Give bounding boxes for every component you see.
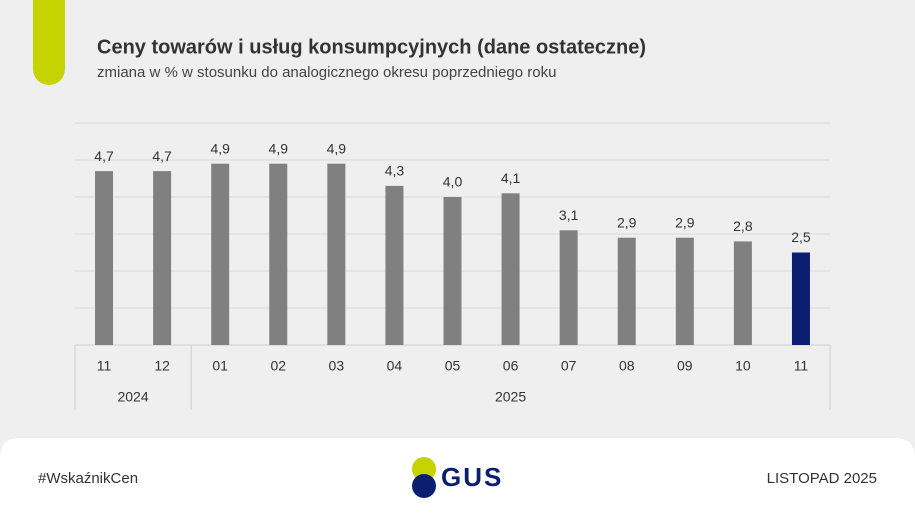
group-label: 2025: [495, 389, 526, 405]
value-label: 4,0: [443, 174, 463, 190]
bar: [269, 163, 288, 345]
value-label: 2,8: [733, 218, 753, 234]
accent-bar: [33, 0, 65, 85]
x-tick-label: 12: [154, 358, 170, 374]
x-tick-label: 11: [794, 358, 809, 374]
bar: [559, 230, 578, 345]
bar: [153, 171, 172, 345]
hashtag: #WskaźnikCen: [38, 470, 138, 487]
value-label: 4,3: [385, 163, 405, 179]
logo-circle: [412, 457, 436, 481]
bar: [675, 237, 694, 345]
x-tick-label: 01: [212, 358, 228, 374]
value-label: 2,9: [617, 214, 637, 230]
x-tick-label: 08: [619, 358, 635, 374]
value-label: 2,9: [675, 214, 695, 230]
bar: [791, 252, 810, 345]
chart-title: Ceny towarów i usług konsumpcyjnych (dan…: [97, 36, 646, 58]
x-tick-label: 07: [561, 358, 577, 374]
footer-date: LISTOPAD 2025: [767, 470, 877, 487]
value-label: 3,1: [559, 207, 579, 223]
bar: [327, 163, 346, 345]
bar: [443, 197, 462, 345]
logo-circle: [412, 474, 436, 498]
x-tick-label: 11: [97, 358, 112, 374]
bar: [385, 185, 404, 345]
bar: [95, 171, 114, 345]
group-label: 2024: [117, 389, 148, 405]
x-tick-label: 05: [445, 358, 461, 374]
value-label: 4,9: [327, 140, 347, 156]
x-tick-label: 09: [677, 358, 693, 374]
bar: [211, 163, 230, 345]
value-label: 4,7: [152, 148, 172, 164]
bar: [501, 193, 520, 345]
logo-text: GUS: [441, 462, 503, 492]
x-tick-label: 06: [503, 358, 519, 374]
x-tick-label: 03: [329, 358, 345, 374]
x-tick-label: 04: [387, 358, 403, 374]
value-label: 4,9: [210, 140, 230, 156]
bar: [617, 237, 636, 345]
footer-panel: [0, 438, 915, 515]
x-tick-label: 02: [270, 358, 286, 374]
x-tick-label: 10: [735, 358, 751, 374]
value-label: 2,5: [791, 229, 811, 245]
bar: [733, 241, 752, 345]
value-label: 4,1: [501, 170, 521, 186]
value-label: 4,7: [94, 148, 114, 164]
chart-subtitle: zmiana w % w stosunku do analogicznego o…: [97, 64, 556, 81]
value-label: 4,9: [269, 140, 289, 156]
